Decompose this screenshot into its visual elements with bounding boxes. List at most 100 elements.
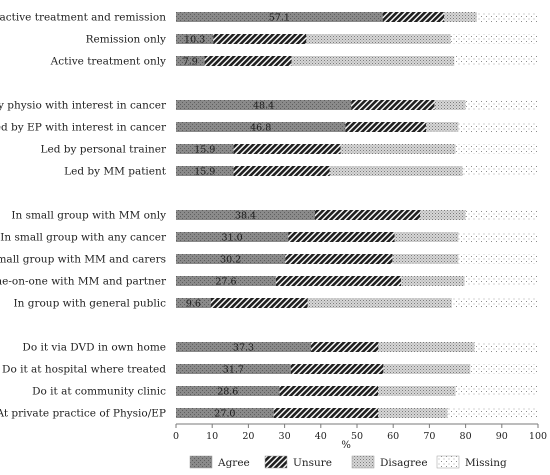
x-tick-label: 80 [460, 431, 472, 442]
bar-segment-agree [176, 408, 274, 418]
bar-row: In small group with any cancer 31.0 [0, 232, 538, 244]
bar-row: Small group with MM and carers 30.2 [0, 254, 538, 266]
data-label-agree: 27.0 [214, 409, 235, 420]
bar-segment-missing [465, 210, 538, 220]
bar-segment-unsure [288, 232, 395, 242]
bar-segment-disagree [434, 100, 466, 110]
category-label: Led by EP with interest in cancer [0, 122, 167, 134]
x-axis-label: % [341, 440, 351, 451]
bar-segment-disagree [383, 364, 471, 374]
bar-row: Led by MM patient 15.9 [64, 166, 538, 178]
legend: Agree Unsure Disagree Missing [189, 455, 507, 469]
bar-segment-missing [455, 144, 538, 154]
data-label-agree: 28.6 [217, 387, 238, 398]
legend-item-agree: Agree [189, 455, 250, 469]
bar-row: In small group with MM only 38.4 [11, 210, 538, 222]
x-tick-label: 40 [315, 431, 327, 442]
bar-segment-missing [476, 12, 538, 22]
bar-segment-agree [176, 364, 291, 374]
legend-label: Agree [217, 457, 250, 469]
bar-row: At private practice of Physio/EP 27.0 [0, 408, 538, 420]
category-label: Led by personal trainer [41, 144, 167, 156]
bar-segment-unsure [290, 364, 384, 374]
x-tick-label: 10 [206, 431, 218, 442]
bar-row: Do it via DVD in own home 37.3 [22, 342, 538, 354]
data-label-agree: 37.3 [233, 343, 254, 354]
bar-segment-missing [465, 100, 538, 110]
bar-segment-agree [176, 276, 276, 286]
bar-segment-agree [176, 122, 346, 132]
x-tick-label: 60 [387, 431, 399, 442]
bar-segment-missing [464, 276, 538, 286]
legend-swatch [351, 455, 375, 469]
bar-segment-disagree [291, 56, 455, 66]
x-tick-label: 20 [242, 431, 254, 442]
bar-segment-disagree [378, 408, 448, 418]
bar-segment-disagree [307, 298, 452, 308]
category-label: At private practice of Physio/EP [0, 408, 166, 420]
category-label: Do it at hospital where treated [2, 364, 166, 376]
data-label-agree: 9.6 [186, 299, 201, 310]
x-tick-label: 100 [529, 431, 547, 442]
x-tick-label: 90 [496, 431, 508, 442]
x-tick-label: 50 [351, 431, 363, 442]
legend-swatch [189, 455, 213, 469]
bar-segment-unsure [285, 254, 393, 264]
bar-row: Remission only 10.3 [86, 34, 538, 46]
bar-segment-agree [176, 254, 286, 264]
bar-segment-missing [458, 122, 538, 132]
bar-row: Do it at hospital where treated 31.7 [2, 364, 538, 376]
data-label-agree: 57.1 [269, 13, 290, 24]
bar-row: Do it at community clinic 28.6 [32, 386, 538, 398]
bar-segment-missing [454, 56, 538, 66]
category-label: Active treatment only [50, 56, 166, 68]
bar-segment-agree [176, 166, 234, 176]
x-axis: 0 10 20 30 40 50 60 70 80 90 100 [173, 423, 547, 442]
bar-segment-agree [176, 144, 234, 154]
bar-segment-missing [474, 342, 538, 352]
data-label-agree: 38.4 [235, 211, 256, 222]
bar-segment-agree [176, 34, 214, 44]
data-label-agree: 31.0 [222, 233, 243, 244]
data-label-agree: 46.8 [250, 123, 271, 134]
bar-segment-agree [176, 12, 383, 22]
bar-segment-unsure [210, 298, 308, 308]
bar-segment-missing [451, 298, 538, 308]
bar-segment-unsure [273, 408, 378, 418]
bar-segment-disagree [401, 276, 465, 286]
category-label: In group with general public [14, 298, 167, 310]
bar-row: Led by personal trainer 15.9 [41, 144, 538, 156]
category-label: Remission only [86, 34, 166, 46]
data-label-agree: 27.6 [215, 277, 236, 288]
category-label: One-on-one with MM and partner [0, 276, 167, 288]
bar-segment-disagree [394, 232, 459, 242]
category-label: Small group with MM and carers [0, 254, 166, 266]
bar-segment-unsure [315, 210, 420, 220]
bar-segment-unsure [279, 386, 378, 396]
legend-swatch [264, 455, 288, 469]
bar-segment-unsure [382, 12, 445, 22]
bar-segment-unsure [213, 34, 307, 44]
bar-segment-unsure [204, 56, 292, 66]
bar-segment-unsure [275, 276, 402, 286]
bar-segment-missing [447, 408, 538, 418]
bar-segment-unsure [351, 100, 435, 110]
bar-segment-missing [470, 364, 538, 374]
bar-segment-missing [458, 232, 538, 242]
plot-area: During active treatment and remission 57.… [0, 12, 538, 420]
data-label-agree: 10.3 [184, 35, 205, 46]
x-tick-label: 70 [423, 431, 435, 442]
data-label-agree: 30.2 [220, 255, 241, 266]
category-label: Do it at community clinic [32, 386, 166, 398]
legend-item-unsure: Unsure [264, 455, 332, 469]
bar-row: Led by EP with interest in cancer 46.8 [0, 122, 538, 134]
data-label-agree: 15.9 [194, 145, 215, 156]
bar-segment-missing [450, 34, 538, 44]
data-label-agree: 15.9 [194, 167, 215, 178]
bar-segment-agree [176, 100, 352, 110]
bar-segment-disagree [444, 12, 477, 22]
bar-segment-agree [176, 298, 211, 308]
legend-label: Disagree [380, 457, 428, 469]
legend-item-disagree: Disagree [351, 455, 428, 469]
